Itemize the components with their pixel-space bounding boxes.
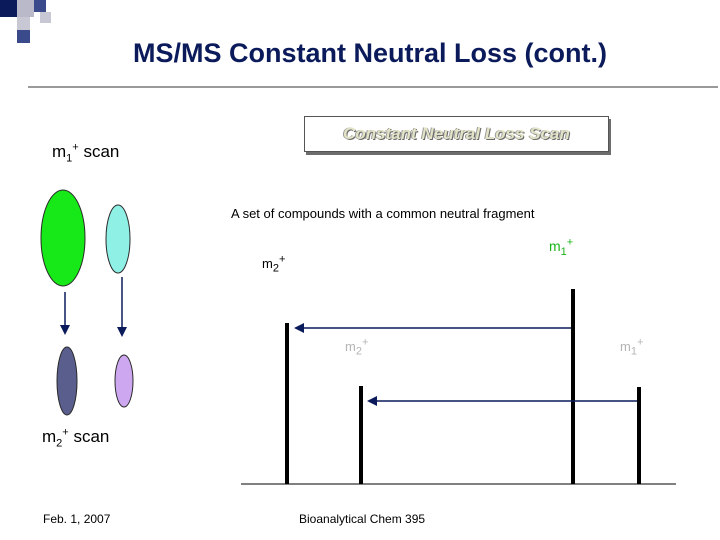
m1-scan-label: m1+ scan xyxy=(52,141,120,165)
corner-square-blue-large xyxy=(0,0,17,17)
m2-ion-label: m2+ xyxy=(262,253,286,275)
cyan-ellipse-icon xyxy=(105,204,131,274)
lavender-ellipse-icon xyxy=(114,354,134,408)
m2-scan-label: m2+ scan xyxy=(42,426,110,450)
corner-square-grey-bottom xyxy=(17,17,30,30)
corner-square-grey-small xyxy=(40,12,51,23)
corner-square-blue-bottom xyxy=(17,30,30,43)
constant-neutral-loss-box: Constant Neutral Loss Scan xyxy=(304,116,609,152)
m1-ion-label-faint: m1+ xyxy=(620,336,644,358)
page-title: MS/MS Constant Neutral Loss (cont.) xyxy=(132,38,608,68)
title-divider xyxy=(28,86,718,88)
slate-ellipse-icon xyxy=(56,346,78,416)
green-ellipse-icon xyxy=(40,189,86,287)
footer-course: Bioanalytical Chem 395 xyxy=(299,512,426,526)
corner-square-blue-small xyxy=(34,0,46,12)
m1-ion-label: m1+ xyxy=(549,236,574,258)
footer-date: Feb. 1, 2007 xyxy=(43,512,111,526)
constant-neutral-loss-label: Constant Neutral Loss Scan xyxy=(343,124,570,143)
corner-square-grey xyxy=(17,0,34,17)
m2-ion-label-faint: m2+ xyxy=(345,336,369,358)
compound-set-caption: A set of compounds with a common neutral… xyxy=(231,206,535,221)
